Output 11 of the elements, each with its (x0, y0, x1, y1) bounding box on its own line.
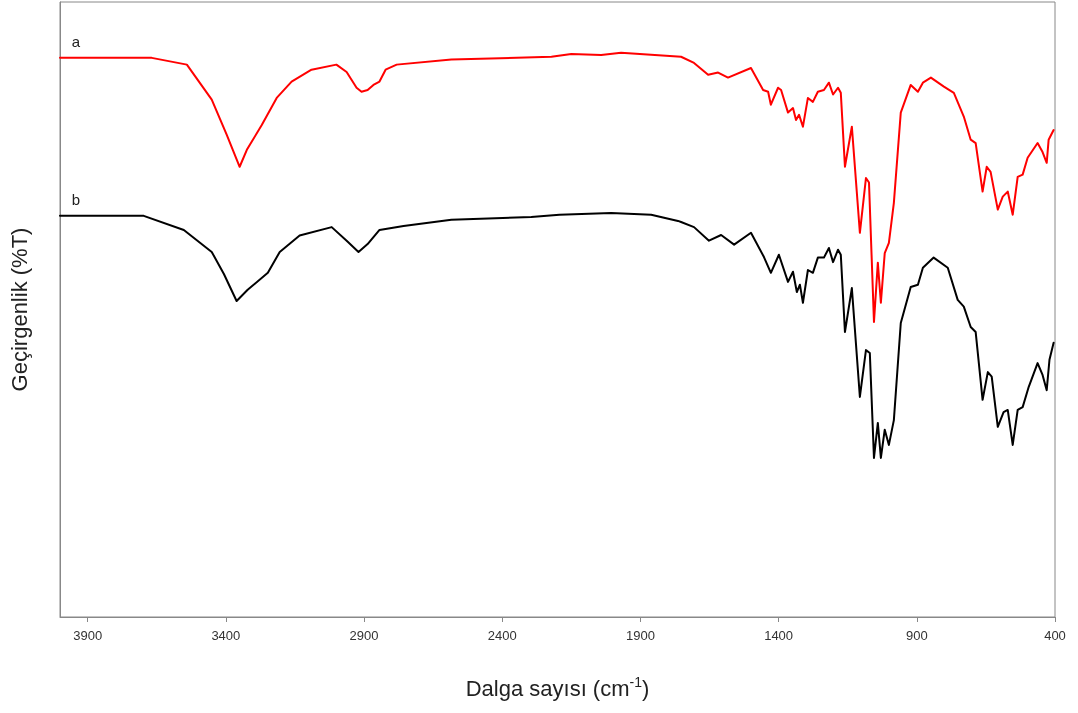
x-tick-label: 900 (905, 628, 928, 643)
series-label: b (71, 190, 81, 208)
x-tick-label: 400 (1044, 628, 1066, 643)
x-tick-label: 1400 (764, 628, 794, 643)
series-label: a (71, 32, 81, 50)
x-tick-label: 2400 (487, 628, 517, 643)
x-tick-label: 3400 (211, 628, 241, 643)
x-tick-label: 2900 (349, 628, 379, 643)
x-tick-label: 1900 (625, 628, 655, 643)
y-axis-title: Geçirgenlik (%T) (6, 227, 32, 392)
x-tick-label: 3900 (73, 628, 103, 643)
